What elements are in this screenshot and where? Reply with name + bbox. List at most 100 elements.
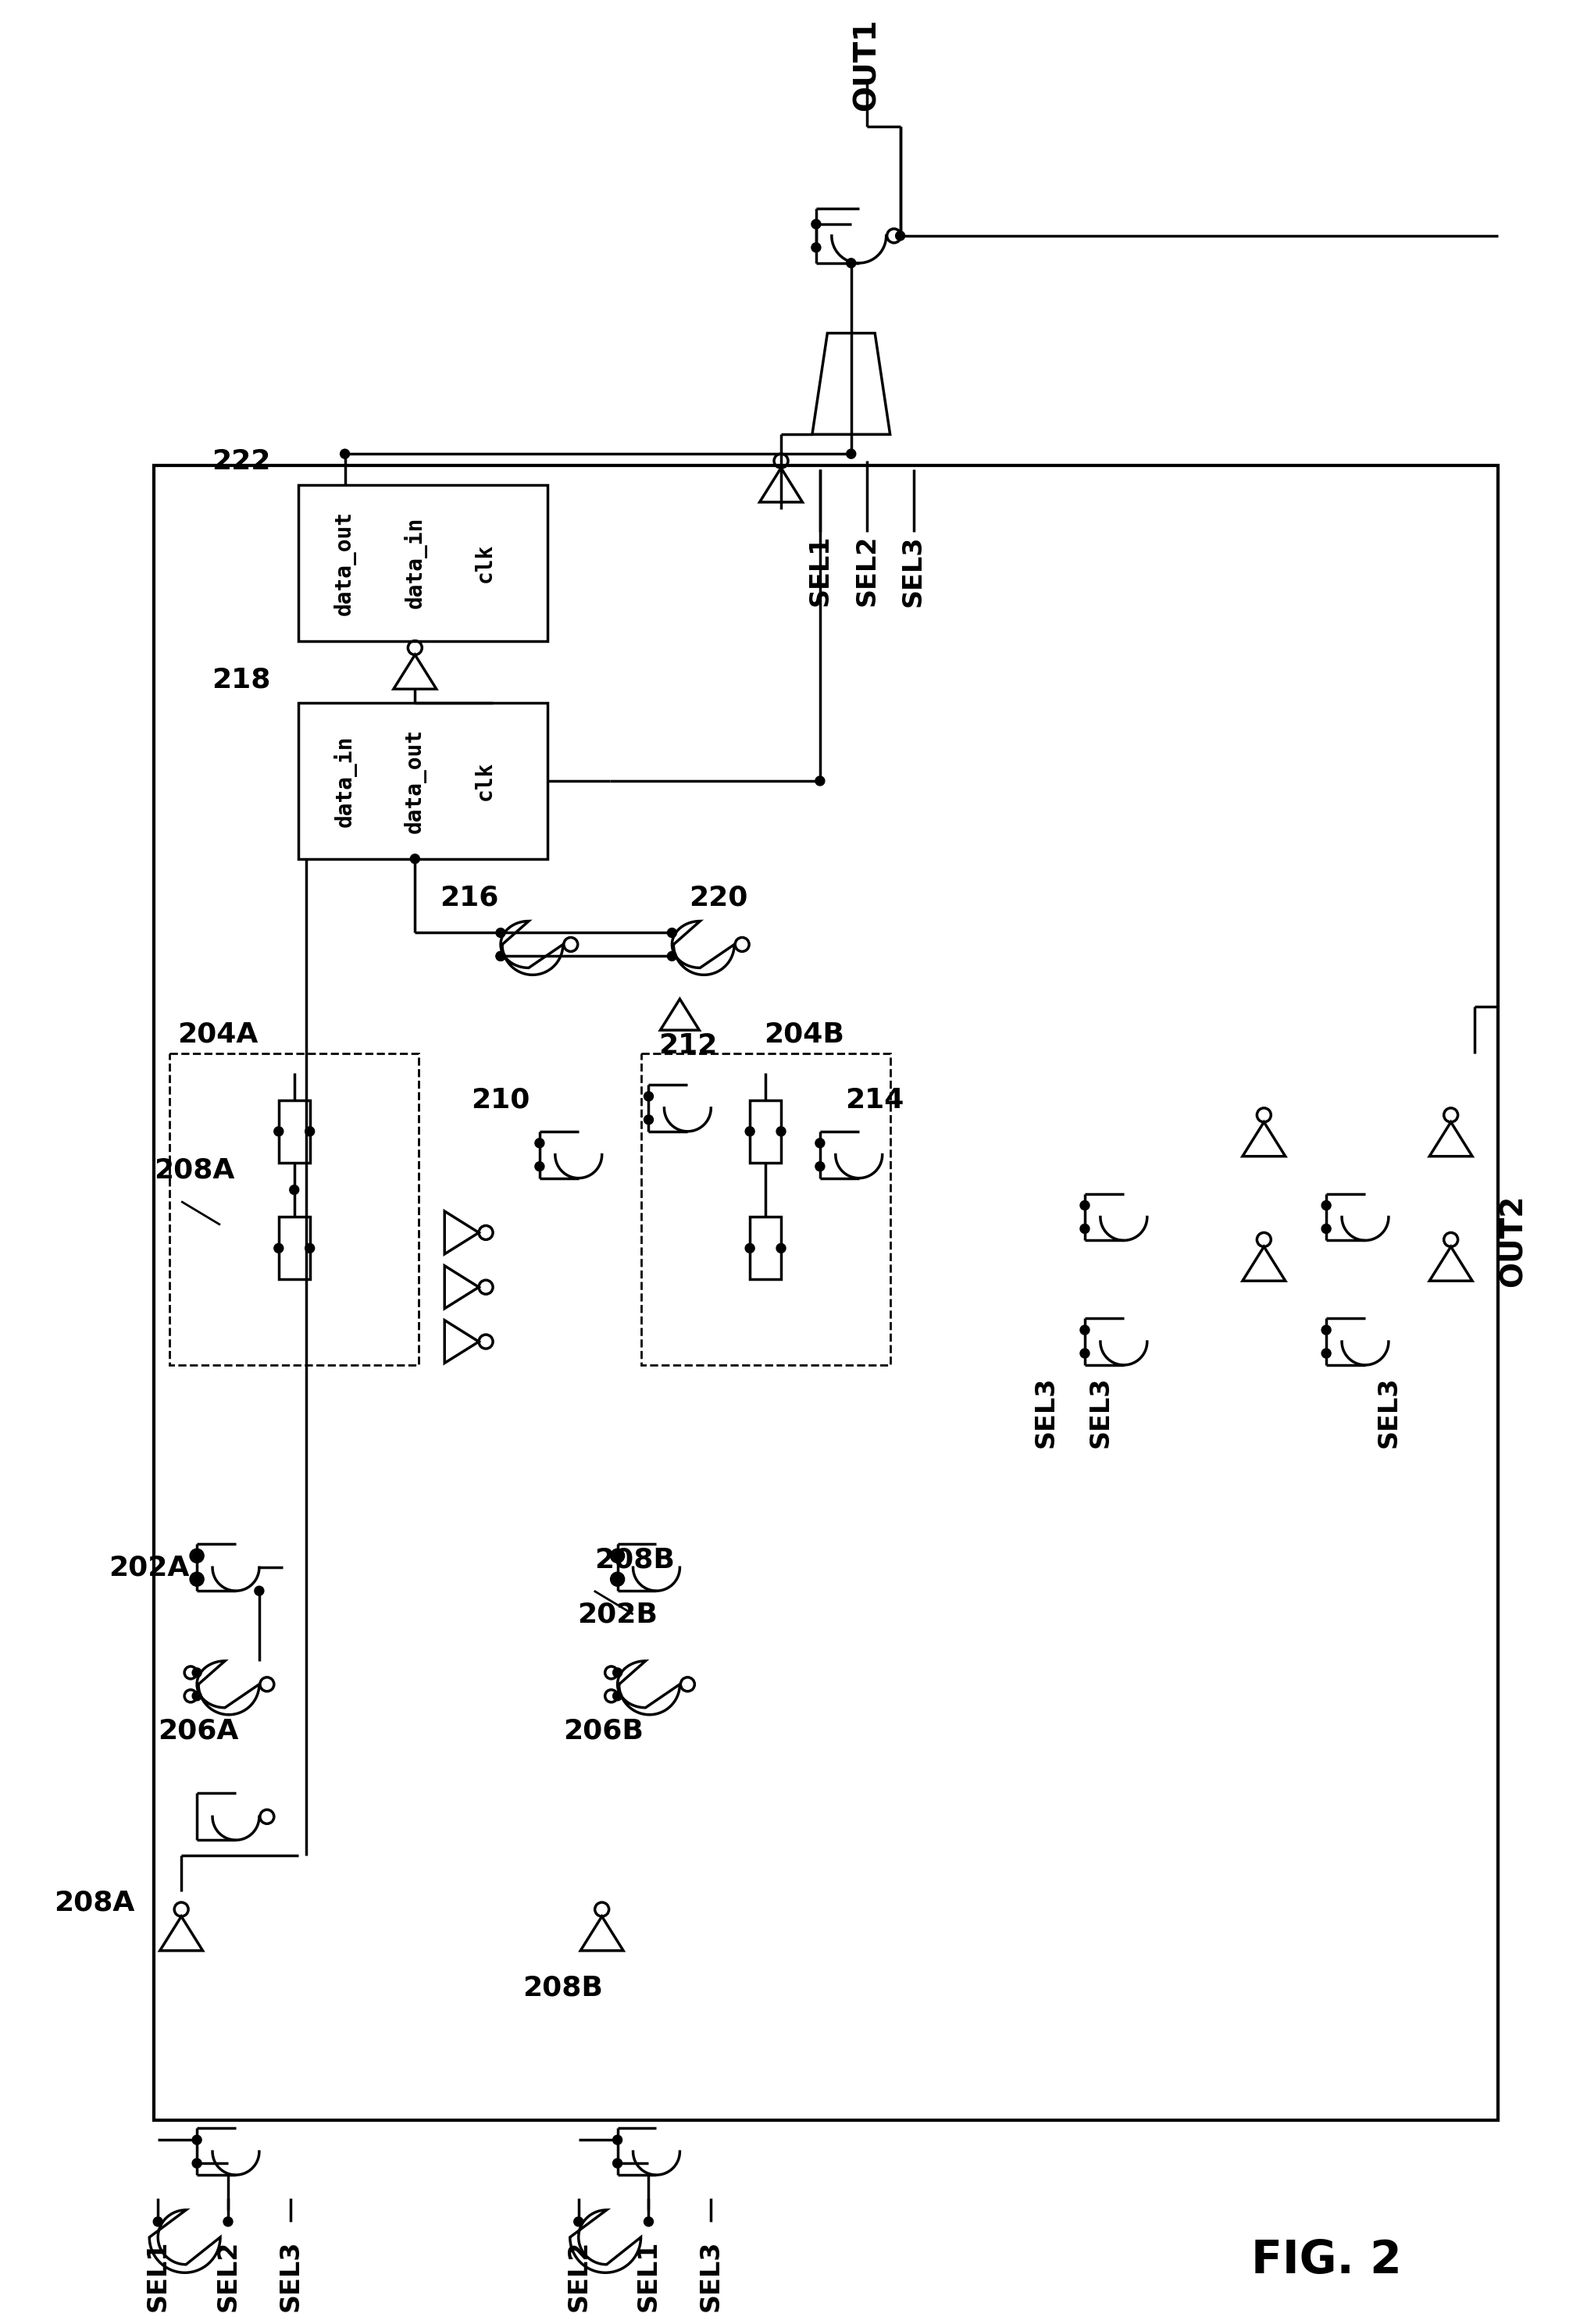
Text: 208A: 208A <box>155 1157 235 1183</box>
Circle shape <box>812 242 820 251</box>
Text: data_out: data_out <box>333 511 356 616</box>
Circle shape <box>645 1116 653 1125</box>
Text: 216: 216 <box>441 885 499 911</box>
Circle shape <box>613 1692 623 1701</box>
Circle shape <box>536 1139 544 1148</box>
Text: 202B: 202B <box>577 1601 657 1627</box>
Bar <box>299 486 547 641</box>
Circle shape <box>193 1573 202 1585</box>
Bar <box>299 704 547 860</box>
Circle shape <box>1081 1325 1090 1334</box>
Circle shape <box>193 2136 202 2145</box>
Text: OUT2: OUT2 <box>1498 1195 1528 1287</box>
Bar <box>278 1218 310 1278</box>
Text: 214: 214 <box>845 1088 904 1113</box>
Circle shape <box>254 1587 264 1597</box>
Text: 204B: 204B <box>765 1020 845 1048</box>
Text: 208A: 208A <box>54 1889 134 1915</box>
Polygon shape <box>1242 1246 1286 1281</box>
Polygon shape <box>618 1662 679 1715</box>
Bar <box>641 1053 890 1364</box>
Circle shape <box>273 1243 283 1253</box>
Polygon shape <box>393 655 436 688</box>
Circle shape <box>305 1243 314 1253</box>
Text: data_in: data_in <box>333 734 357 827</box>
Circle shape <box>613 1550 623 1559</box>
Circle shape <box>496 927 506 937</box>
Circle shape <box>667 927 676 937</box>
Polygon shape <box>1242 1122 1286 1157</box>
Circle shape <box>289 1185 299 1195</box>
Circle shape <box>1321 1225 1330 1234</box>
Text: 202A: 202A <box>109 1555 190 1580</box>
Circle shape <box>613 2136 623 2145</box>
Polygon shape <box>1430 1246 1473 1281</box>
Circle shape <box>847 449 856 458</box>
Text: 220: 220 <box>689 885 749 911</box>
Text: SEL2: SEL2 <box>215 2240 240 2312</box>
Text: SEL3: SEL3 <box>278 2240 303 2312</box>
Text: SEL3: SEL3 <box>1033 1376 1059 1448</box>
Text: SEL1: SEL1 <box>807 535 833 607</box>
Polygon shape <box>660 999 700 1030</box>
Circle shape <box>223 2217 232 2226</box>
Polygon shape <box>672 920 735 974</box>
Circle shape <box>815 1139 825 1148</box>
Text: 222: 222 <box>212 449 270 474</box>
Bar <box>278 1099 310 1162</box>
Circle shape <box>193 2159 202 2168</box>
Polygon shape <box>444 1211 479 1255</box>
Circle shape <box>1321 1348 1330 1357</box>
Text: SEL1: SEL1 <box>635 2240 662 2312</box>
Polygon shape <box>570 2210 641 2273</box>
Polygon shape <box>444 1267 479 1308</box>
Text: SEL3: SEL3 <box>698 2240 724 2312</box>
Text: SEL1: SEL1 <box>145 2240 171 2312</box>
Polygon shape <box>812 332 890 435</box>
Circle shape <box>896 230 905 239</box>
Circle shape <box>847 258 856 267</box>
Polygon shape <box>760 467 803 502</box>
Circle shape <box>273 1127 283 1136</box>
Polygon shape <box>501 920 562 974</box>
Circle shape <box>536 1162 544 1171</box>
Circle shape <box>305 1127 314 1136</box>
Circle shape <box>815 1162 825 1171</box>
Text: data_in: data_in <box>403 518 427 609</box>
Circle shape <box>193 1669 202 1678</box>
Text: 208B: 208B <box>523 1975 604 2001</box>
Circle shape <box>667 951 676 960</box>
Bar <box>155 465 1498 2119</box>
Circle shape <box>746 1243 755 1253</box>
Text: data_out: data_out <box>403 730 427 834</box>
Circle shape <box>153 2217 163 2226</box>
Circle shape <box>613 2159 623 2168</box>
Circle shape <box>1081 1225 1090 1234</box>
Circle shape <box>1081 1348 1090 1357</box>
Circle shape <box>1081 1202 1090 1211</box>
Text: clk: clk <box>474 544 496 583</box>
Circle shape <box>1321 1325 1330 1334</box>
Text: 208B: 208B <box>594 1545 675 1573</box>
Polygon shape <box>150 2210 220 2273</box>
Text: SEL2: SEL2 <box>853 535 880 607</box>
Circle shape <box>613 1573 623 1585</box>
Bar <box>750 1099 781 1162</box>
Circle shape <box>776 1127 785 1136</box>
Circle shape <box>645 1092 653 1102</box>
Circle shape <box>574 2217 583 2226</box>
Circle shape <box>496 951 506 960</box>
Polygon shape <box>160 1917 202 1950</box>
Circle shape <box>776 1243 785 1253</box>
Text: SEL3: SEL3 <box>1087 1376 1114 1448</box>
Circle shape <box>496 951 506 960</box>
Circle shape <box>645 2217 653 2226</box>
Polygon shape <box>1430 1122 1473 1157</box>
Circle shape <box>812 218 820 228</box>
Text: 212: 212 <box>659 1032 717 1060</box>
Circle shape <box>746 1127 755 1136</box>
Text: 204A: 204A <box>177 1020 258 1048</box>
Text: SEL3: SEL3 <box>901 535 926 607</box>
Circle shape <box>340 449 349 458</box>
Text: 210: 210 <box>471 1088 529 1113</box>
